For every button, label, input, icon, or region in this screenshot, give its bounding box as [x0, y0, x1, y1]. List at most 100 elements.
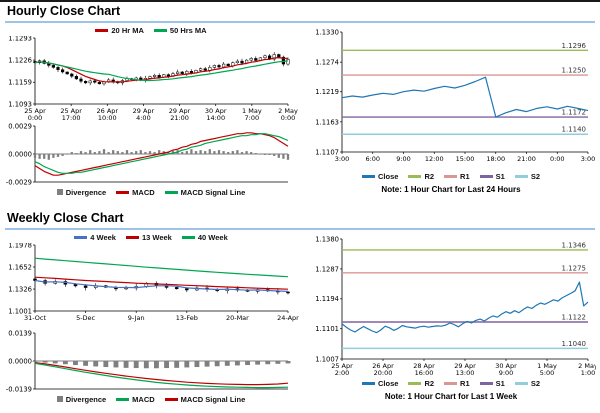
legend-label: R1: [460, 171, 470, 181]
y-tick-label: 0.0139: [8, 329, 32, 337]
series-20-hr-ma: [34, 57, 289, 83]
13-week-swatch: [125, 235, 139, 239]
s2-swatch: [514, 174, 528, 178]
hourly-macd-legend: Divergence MACD MACD Signal Line: [2, 186, 300, 198]
series-40-week: [34, 257, 289, 278]
y-tick-label: 1.1001: [8, 307, 32, 315]
x-tick-label: 14:00: [206, 114, 225, 122]
x-tick-label: 2 May: [278, 107, 298, 115]
x-tick-label: 29 Apr: [454, 362, 476, 370]
x-tick-label: 25 Apr: [60, 107, 82, 115]
pivot-label-s2: 1.1040: [562, 340, 587, 348]
legend-label: R2: [424, 378, 435, 388]
divergence-bars: [33, 149, 290, 160]
legend-item-s1: S1: [479, 378, 505, 388]
x-tick-label: 2 May: [578, 362, 596, 370]
pivot-label-r2: 1.1296: [562, 42, 587, 50]
legend-item-macd-signal-line: MACD Signal Line: [164, 394, 246, 404]
x-tick-label: 24-Apr: [277, 314, 299, 322]
hourly-section: Hourly Close Chart 20 Hr MA 50 Hrs MA 1.1…: [0, 2, 600, 208]
divergence-swatch: [56, 396, 63, 402]
series-close: [341, 281, 589, 334]
x-tick-label: 3:00: [581, 155, 596, 163]
close-swatch: [362, 381, 375, 385]
x-tick-label: 12:00: [425, 155, 444, 163]
hourly-price-chart: 1.1293 1.1226 1.1159 1.1093 25 Apr 0:00 25 Apr…: [2, 34, 300, 122]
x-tick-label: 18:00: [486, 155, 505, 163]
x-tick-label: 5:00: [540, 369, 555, 377]
legend-label: S1: [495, 378, 505, 388]
y-tick-label: 1.1093: [8, 100, 32, 108]
x-tick-label: 1 May: [242, 107, 262, 115]
series-4-week: [34, 279, 289, 292]
legend-label: 20 Hr MA: [111, 25, 144, 35]
x-tick-label: 9:00: [396, 155, 411, 163]
hourly-pivot-legend: Close R2 R1 S1 S2: [306, 170, 596, 182]
weekly-pivot-chart: 1.1380 1.1287 1.1194 1.1101 1.1007 25 Apr 2:00…: [306, 231, 598, 377]
y-tick-label: 0.0000: [8, 357, 32, 365]
y-tick-label: 1.1978: [8, 243, 32, 249]
pivot-label-s1: 1.1172: [562, 109, 587, 117]
legend-item-macd: MACD: [116, 395, 155, 404]
legend-item-s1: S1: [479, 172, 505, 181]
y-tick-label: 1.1326: [8, 285, 32, 293]
r1-swatch: [444, 381, 458, 385]
divergence-bars: [32, 361, 291, 369]
y-tick-label: 1.1163: [315, 118, 339, 126]
y-tick-label: 1.1226: [8, 57, 32, 65]
y-tick-label: 1.1380: [315, 235, 339, 243]
divergence-swatch: [56, 189, 63, 195]
x-tick-label: 15:00: [456, 155, 475, 163]
50-hrs-ma-swatch: [153, 28, 167, 32]
pivot-label-s2: 1.1140: [562, 126, 587, 134]
x-tick-label: 29 Apr: [169, 107, 191, 115]
legend-label: 4 Week: [90, 232, 116, 242]
y-tick-label: 1.1101: [315, 325, 339, 333]
y-tick-label: -0.0029: [6, 178, 32, 186]
s1-swatch: [479, 381, 493, 385]
hourly-pivot-chart: 1.1330 1.1274 1.1219 1.1163 1.1107 3:00 6:00 9:…: [306, 24, 596, 170]
hourly-note: Note: 1 Hour Chart for Last 24 Hours: [381, 185, 521, 194]
x-tick-label: 0:00: [28, 114, 43, 122]
legend-item-close: Close: [362, 379, 398, 388]
x-tick-label: 7:00: [245, 114, 260, 122]
series-macd: [34, 362, 289, 386]
legend-item-s2: S2: [514, 171, 540, 181]
legend-label: MACD Signal Line: [180, 187, 246, 197]
y-tick-label: 0.0029: [8, 122, 32, 130]
x-tick-label: 13-Feb: [176, 314, 198, 322]
x-tick-label: 6:00: [365, 155, 380, 163]
legend-item-13-week: 13 Week: [125, 233, 172, 242]
x-tick-label: 2:00: [335, 369, 350, 377]
s2-swatch: [514, 381, 528, 385]
x-tick-label: 17:00: [62, 114, 81, 122]
x-tick-label: 29 Apr: [133, 107, 155, 115]
x-tick-label: 21:00: [170, 114, 189, 122]
legend-label: S2: [530, 171, 540, 181]
macd-signal-line-swatch: [164, 190, 178, 194]
s1-swatch: [479, 174, 493, 178]
y-tick-label: -0.0139: [6, 385, 32, 393]
legend-label: R2: [424, 171, 435, 181]
legend-label: MACD Signal Line: [180, 394, 246, 404]
weekly-macd-plot: 0.0139 0.0000 -0.0139: [6, 329, 291, 393]
legend-label: MACD: [132, 394, 155, 404]
macd-swatch: [116, 397, 130, 401]
legend-label: 40 Week: [197, 232, 228, 242]
macd-swatch: [116, 190, 130, 194]
r2-swatch: [408, 174, 422, 178]
x-tick-label: 0:00: [550, 155, 565, 163]
legend-label: Close: [378, 378, 399, 388]
series-macd-signal-line: [34, 133, 289, 174]
x-tick-label: 26 Apr: [372, 362, 394, 370]
weekly-right-column: 1.1380 1.1287 1.1194 1.1101 1.1007 25 Apr 2:00…: [306, 231, 598, 401]
40-week-swatch: [181, 235, 195, 239]
pivot-label-s1: 1.1122: [562, 314, 587, 322]
hourly-section-title: Hourly Close Chart: [7, 4, 121, 18]
hourly-right-column: 1.1330 1.1274 1.1219 1.1163 1.1107 3:00 6:00 9:…: [306, 24, 596, 194]
y-tick-label: 1.1287: [315, 265, 339, 273]
legend-item-r2: R2: [408, 379, 434, 388]
